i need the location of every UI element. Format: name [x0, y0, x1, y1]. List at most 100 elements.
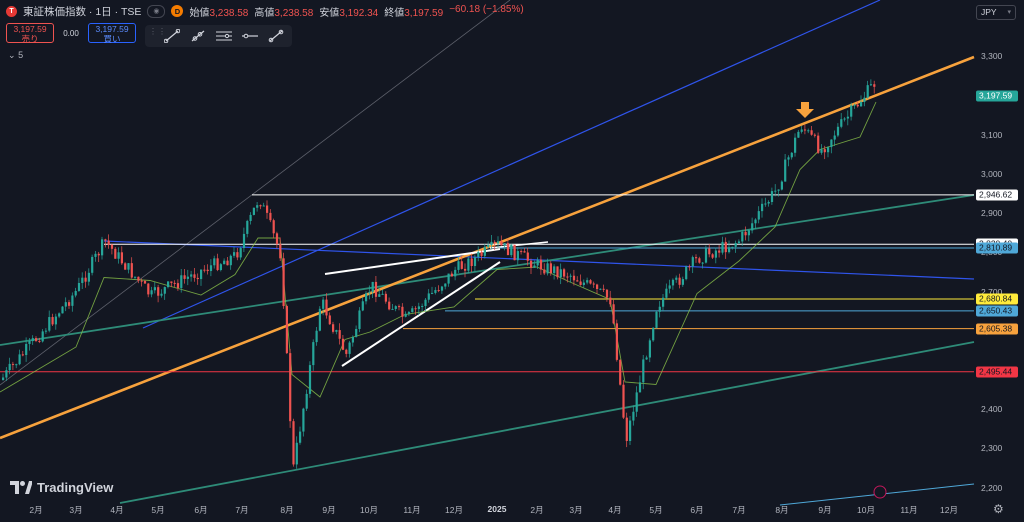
candle-body: [101, 239, 104, 256]
candle-body: [279, 244, 282, 259]
candle-body: [662, 297, 665, 307]
symbol-title[interactable]: 東証株価指数 · 1日 · TSE: [23, 5, 142, 18]
candle-body: [754, 219, 757, 224]
horizontal-lines-icon[interactable]: [213, 28, 235, 44]
candle-body: [97, 253, 100, 256]
candle-body: [223, 260, 226, 265]
currency-select[interactable]: JPY ▾: [976, 5, 1016, 20]
candle-body: [183, 275, 186, 279]
candle-body: [770, 191, 774, 202]
y-tick-label: 2,300: [981, 443, 1003, 454]
candle-body: [302, 408, 305, 432]
candle-body: [200, 269, 203, 280]
candle-body: [388, 301, 391, 310]
y-tick-label: 2,400: [981, 404, 1003, 415]
info-line-icon[interactable]: [265, 28, 287, 44]
candle-body: [794, 137, 797, 153]
candle-body: [226, 260, 229, 266]
last-price-label[interactable]: 3,197.59: [976, 90, 1018, 102]
ohlc-change: −60.18 (−1.85%): [449, 3, 524, 15]
eye-icon[interactable]: ◉: [147, 4, 166, 18]
candle-body: [322, 299, 325, 309]
candle-body: [675, 277, 678, 280]
candle-body: [734, 243, 737, 247]
candle-body: [381, 293, 384, 295]
candle-body: [167, 281, 170, 288]
orange-trend-line: [0, 55, 975, 440]
x-tick-label: 10月: [857, 505, 875, 515]
candle-body: [117, 252, 120, 259]
candle-body: [500, 241, 503, 246]
candle-body: [289, 353, 292, 422]
candle-body: [863, 97, 866, 103]
level-price-label[interactable]: 2,650.43: [976, 305, 1018, 317]
candle-body: [671, 279, 675, 286]
level-price-label[interactable]: 2,946.62: [976, 189, 1018, 201]
candle-body: [741, 231, 744, 242]
candle-body: [421, 305, 424, 307]
ray-icon[interactable]: [187, 28, 209, 44]
x-tick-label: 2月: [530, 505, 544, 515]
candle-body: [81, 277, 84, 283]
candle-body: [358, 310, 361, 329]
candle-body: [652, 327, 655, 341]
candle-body: [401, 306, 404, 317]
drag-handle-icon[interactable]: ⋮⋮: [149, 27, 167, 36]
candle-body: [341, 338, 345, 350]
candle-body: [869, 84, 873, 86]
candle-body: [856, 104, 859, 107]
level-price-label[interactable]: 2,605.38: [976, 323, 1018, 335]
candle-body: [622, 384, 625, 418]
candle-body: [157, 287, 160, 296]
y-tick-label: 2,200: [981, 482, 1003, 493]
symbol-logo-icon[interactable]: T: [6, 5, 17, 17]
sell-button[interactable]: 3,197.59 売り: [6, 23, 54, 43]
candle-body: [180, 275, 183, 288]
candle-body: [576, 280, 579, 282]
candle-body: [800, 129, 803, 132]
candle-body: [678, 277, 681, 285]
candle-body: [728, 247, 731, 253]
level-price-label[interactable]: 2,810.89: [976, 242, 1018, 254]
level-price-label[interactable]: 2,495.44: [976, 366, 1018, 378]
y-tick-label: 3,100: [981, 129, 1003, 140]
chevron-down-icon: ▾: [1007, 9, 1011, 16]
horizontal-ray-icon[interactable]: [239, 28, 261, 44]
d-badge[interactable]: D: [171, 5, 184, 17]
collapse-indicators-button[interactable]: ⌄ 5: [8, 50, 23, 61]
candle-body: [431, 292, 434, 294]
candle-body: [246, 220, 249, 234]
candle-body: [467, 258, 470, 271]
candle-body: [355, 328, 358, 337]
candle-body: [704, 248, 708, 263]
candle-body: [84, 277, 87, 282]
candle-body: [559, 269, 562, 278]
sell-price: 3,197.59: [13, 24, 47, 34]
candle-body: [365, 293, 368, 302]
candle-body: [817, 135, 820, 153]
candle-body: [751, 223, 754, 231]
candle-body: [153, 287, 156, 291]
gear-icon[interactable]: ⚙: [993, 502, 1004, 516]
candle-body: [823, 149, 826, 153]
candle-body: [5, 370, 8, 378]
candle-body: [827, 147, 830, 153]
x-tick-label: 11月: [403, 505, 421, 515]
candle-body: [840, 119, 843, 127]
level-price-label[interactable]: 2,680.84: [976, 293, 1018, 305]
candle-body: [242, 233, 246, 249]
candle-body: [546, 263, 549, 274]
candle-body: [160, 293, 163, 296]
buy-button[interactable]: 3,197.59 買い: [88, 23, 136, 43]
candle-body: [596, 284, 599, 290]
candle-body: [193, 274, 196, 278]
candle-body: [173, 282, 176, 284]
candle-body: [803, 129, 807, 131]
candle-body: [348, 342, 351, 354]
trend-line-icon[interactable]: [161, 28, 183, 44]
candle-body: [645, 357, 648, 360]
candle-body: [209, 265, 213, 272]
candle-body: [820, 149, 823, 153]
